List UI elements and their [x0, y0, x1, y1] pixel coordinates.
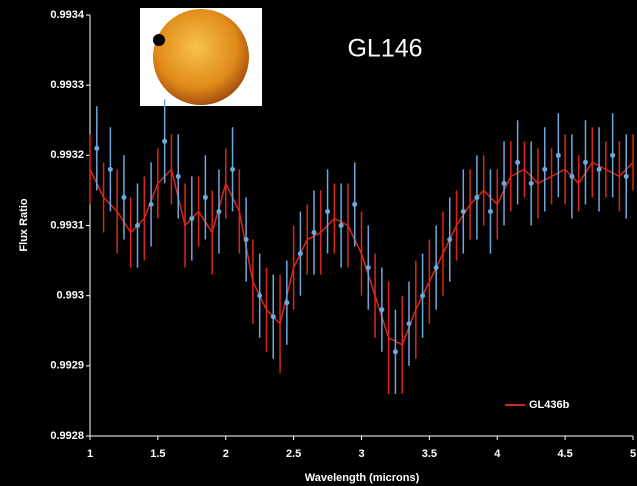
- data-point: [406, 321, 412, 327]
- data-point: [189, 215, 195, 221]
- data-point: [230, 166, 236, 172]
- x-tick-label: 3: [358, 448, 364, 460]
- data-point: [433, 265, 439, 271]
- y-tick-label: 0.9932: [50, 149, 84, 161]
- data-point: [460, 208, 466, 214]
- x-tick-label: 2.5: [286, 448, 301, 460]
- data-point: [311, 230, 317, 236]
- data-point: [542, 166, 548, 172]
- data-point: [379, 307, 385, 313]
- data-point: [148, 201, 154, 207]
- data-point: [257, 293, 263, 299]
- data-point: [392, 349, 398, 355]
- data-point: [623, 173, 629, 179]
- data-point: [202, 194, 208, 200]
- data-point: [352, 201, 358, 207]
- data-point: [474, 194, 480, 200]
- y-tick-label: 0.9931: [50, 219, 84, 231]
- data-point: [420, 293, 426, 299]
- data-point: [284, 300, 290, 306]
- data-point: [135, 223, 141, 228]
- y-axis-label: Flux Ratio: [18, 198, 30, 251]
- data-point: [447, 237, 453, 243]
- y-tick-label: 0.993: [56, 290, 84, 302]
- x-tick-label: 4: [494, 448, 501, 460]
- data-point: [175, 173, 181, 179]
- x-tick-label: 5: [630, 448, 636, 460]
- data-point: [338, 223, 344, 228]
- annotation: GL146: [347, 35, 422, 63]
- data-point: [94, 145, 100, 151]
- data-point: [107, 166, 113, 172]
- data-point: [270, 314, 276, 320]
- star-image: [153, 9, 249, 105]
- y-tick-label: 0.9928: [50, 430, 84, 442]
- legend-label: GL436b: [529, 399, 570, 411]
- data-point: [610, 152, 616, 158]
- data-point: [162, 138, 168, 144]
- planet-image: [153, 34, 165, 46]
- data-point: [596, 166, 602, 172]
- y-tick-label: 0.9929: [50, 360, 84, 372]
- data-point: [501, 180, 507, 186]
- data-point: [365, 265, 371, 271]
- x-tick-label: 4.5: [557, 448, 572, 460]
- data-line: [89, 161, 634, 346]
- data-point: [216, 208, 222, 214]
- x-tick-label: 3.5: [422, 448, 437, 460]
- y-tick-label: 0.9933: [50, 79, 84, 91]
- data-point: [555, 152, 561, 158]
- y-tick-label: 0.9934: [50, 9, 85, 21]
- x-axis-label: Wavelength (microns): [305, 472, 420, 484]
- data-point: [121, 194, 127, 200]
- data-point: [582, 159, 588, 165]
- data-point: [297, 251, 303, 257]
- data-point: [515, 159, 521, 165]
- data-point: [243, 237, 249, 243]
- data-point: [487, 208, 493, 214]
- x-tick-label: 1.5: [150, 448, 165, 460]
- data-point: [569, 173, 575, 179]
- x-tick-label: 2: [223, 448, 229, 460]
- data-point: [325, 208, 331, 214]
- x-tick-label: 1: [87, 448, 93, 460]
- data-point: [528, 180, 534, 186]
